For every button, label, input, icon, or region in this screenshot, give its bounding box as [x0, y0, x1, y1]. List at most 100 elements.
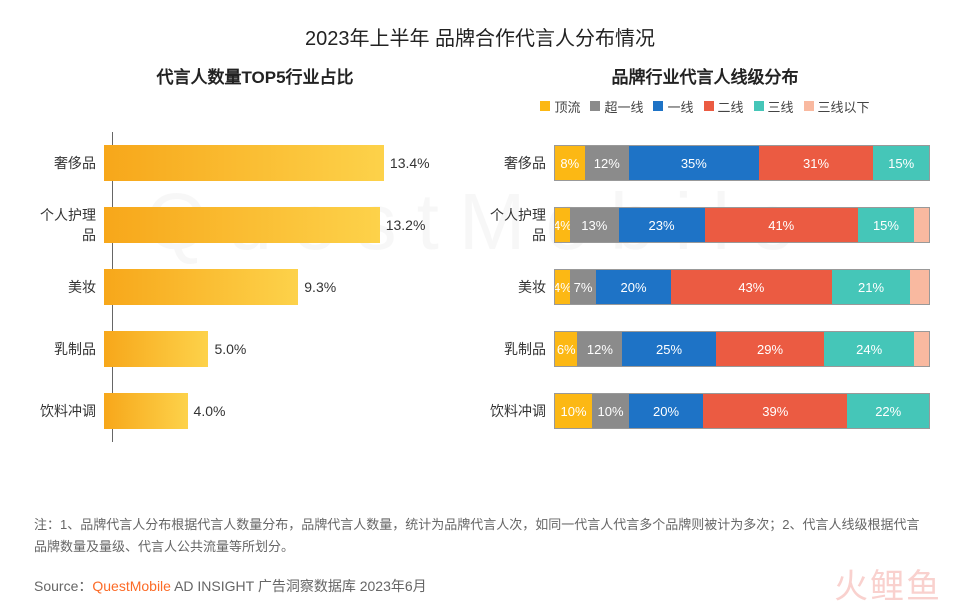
- bar-value-label: 5.0%: [214, 341, 246, 357]
- stack-segment: 29%: [716, 332, 824, 366]
- bar-track: 4.0%: [104, 393, 480, 429]
- stack-segment: [910, 270, 929, 304]
- bar-row: 个人护理品 13.2%: [30, 194, 480, 256]
- legend-label: 超一线: [604, 97, 643, 116]
- right-legend: 顶流 超一线 一线 二线 三线 三线以下: [480, 96, 930, 116]
- legend-item: 三线: [754, 96, 794, 116]
- stack-track: 4%13%23%41%15%: [554, 207, 930, 243]
- legend-item: 二线: [704, 96, 744, 116]
- legend-label: 二线: [718, 97, 744, 116]
- stack-segment: 31%: [759, 146, 874, 180]
- stacked-row: 奢侈品8%12%35%31%15%: [480, 132, 930, 194]
- source-label: Source：: [34, 578, 92, 594]
- stack-segment: 7%: [570, 270, 596, 304]
- stacked-row: 美妆4%7%20%43%21%: [480, 256, 930, 318]
- bar-row: 奢侈品 13.4%: [30, 132, 480, 194]
- stack-segment: 20%: [629, 394, 703, 428]
- source-line: Source：QuestMobile AD INSIGHT 广告洞察数据库 20…: [34, 576, 930, 596]
- stack-segment: 12%: [577, 332, 622, 366]
- bar: [104, 207, 380, 243]
- legend-swatch: [540, 101, 550, 111]
- legend-item: 三线以下: [804, 96, 870, 116]
- left-bar-chart: 奢侈品 13.4% 个人护理品 13.2% 美妆 9.3% 乳制品 5.0% 饮料冲调 4.0%: [30, 132, 480, 442]
- footer: 注：1、品牌代言人分布根据代言人数量分布，品牌代言人数量，统计为品牌代言人次，如…: [34, 514, 930, 596]
- bar: [104, 269, 298, 305]
- category-label: 美妆: [480, 277, 554, 297]
- stacked-row: 饮料冲调10%10%20%39%22%: [480, 380, 930, 442]
- category-label: 奢侈品: [480, 153, 554, 173]
- stack-segment: 6%: [555, 332, 577, 366]
- source-brand: QuestMobile: [92, 578, 171, 594]
- stack-segment: 21%: [832, 270, 911, 304]
- category-label: 乳制品: [30, 339, 104, 359]
- stack-segment: 10%: [592, 394, 629, 428]
- bar-track: 13.4%: [104, 145, 480, 181]
- stack-segment: 10%: [555, 394, 592, 428]
- bar-value-label: 13.4%: [390, 155, 430, 171]
- legend-swatch: [754, 101, 764, 111]
- charts-container: 代言人数量TOP5行业占比 奢侈品 13.4% 个人护理品 13.2% 美妆 9.3% 乳制…: [0, 51, 960, 442]
- stack-segment: 13%: [570, 208, 619, 242]
- stack-segment: [914, 332, 929, 366]
- right-panel: 品牌行业代言人线级分布 顶流超一线一线二线三线三线以下 奢侈品8%12%35%3…: [480, 63, 930, 442]
- stacked-row: 乳制品6%12%25%29%24%: [480, 318, 930, 380]
- stack-track: 8%12%35%31%15%: [554, 145, 930, 181]
- source-rest: AD INSIGHT 广告洞察数据库 2023年6月: [171, 578, 427, 594]
- bar: [104, 145, 384, 181]
- category-label: 美妆: [30, 277, 104, 297]
- stack-track: 6%12%25%29%24%: [554, 331, 930, 367]
- category-label: 乳制品: [480, 339, 554, 359]
- bar-row: 美妆 9.3%: [30, 256, 480, 318]
- stack-track: 10%10%20%39%22%: [554, 393, 930, 429]
- legend-label: 一线: [667, 97, 693, 116]
- stack-segment: 41%: [705, 208, 858, 242]
- bar: [104, 393, 188, 429]
- stack-segment: 35%: [629, 146, 759, 180]
- stack-segment: 4%: [555, 208, 570, 242]
- stack-segment: 4%: [555, 270, 570, 304]
- left-legend-spacer: [30, 96, 480, 116]
- legend-label: 顶流: [554, 97, 580, 116]
- legend-swatch: [804, 101, 814, 111]
- bar-track: 5.0%: [104, 331, 480, 367]
- legend-item: 顶流: [540, 96, 580, 116]
- bar: [104, 331, 208, 367]
- left-panel: 代言人数量TOP5行业占比 奢侈品 13.4% 个人护理品 13.2% 美妆 9.3% 乳制…: [30, 63, 480, 442]
- stack-segment: 25%: [622, 332, 716, 366]
- right-panel-title: 品牌行业代言人线级分布: [480, 63, 930, 88]
- legend-swatch: [653, 101, 663, 111]
- category-label: 饮料冲调: [480, 401, 554, 421]
- bar-value-label: 9.3%: [304, 279, 336, 295]
- category-label: 奢侈品: [30, 153, 104, 173]
- category-label: 个人护理品: [30, 205, 104, 245]
- bar-track: 9.3%: [104, 269, 480, 305]
- chart-main-title: 2023年上半年 品牌合作代言人分布情况: [0, 0, 960, 51]
- stack-segment: 24%: [824, 332, 914, 366]
- right-stacked-chart: 奢侈品8%12%35%31%15%个人护理品4%13%23%41%15%美妆4%…: [480, 132, 930, 442]
- stack-segment: 23%: [619, 208, 705, 242]
- legend-item: 超一线: [590, 96, 643, 116]
- bar-value-label: 13.2%: [386, 217, 426, 233]
- stack-segment: 8%: [555, 146, 585, 180]
- legend-label: 三线: [768, 97, 794, 116]
- stack-segment: 43%: [671, 270, 832, 304]
- left-panel-title: 代言人数量TOP5行业占比: [30, 63, 480, 88]
- legend-swatch: [590, 101, 600, 111]
- stack-segment: 15%: [858, 208, 914, 242]
- stack-segment: [914, 208, 929, 242]
- stack-track: 4%7%20%43%21%: [554, 269, 930, 305]
- stacked-row: 个人护理品4%13%23%41%15%: [480, 194, 930, 256]
- legend-label: 三线以下: [818, 97, 870, 116]
- footnote: 注：1、品牌代言人分布根据代言人数量分布，品牌代言人数量，统计为品牌代言人次，如…: [34, 514, 930, 558]
- stack-segment: 15%: [873, 146, 929, 180]
- stack-segment: 22%: [847, 394, 928, 428]
- bar-row: 乳制品 5.0%: [30, 318, 480, 380]
- legend-item: 一线: [653, 96, 693, 116]
- category-label: 饮料冲调: [30, 401, 104, 421]
- bar-value-label: 4.0%: [194, 403, 226, 419]
- legend-swatch: [704, 101, 714, 111]
- stack-segment: 20%: [596, 270, 671, 304]
- stack-segment: 39%: [703, 394, 847, 428]
- stack-segment: 12%: [585, 146, 629, 180]
- category-label: 个人护理品: [480, 205, 554, 245]
